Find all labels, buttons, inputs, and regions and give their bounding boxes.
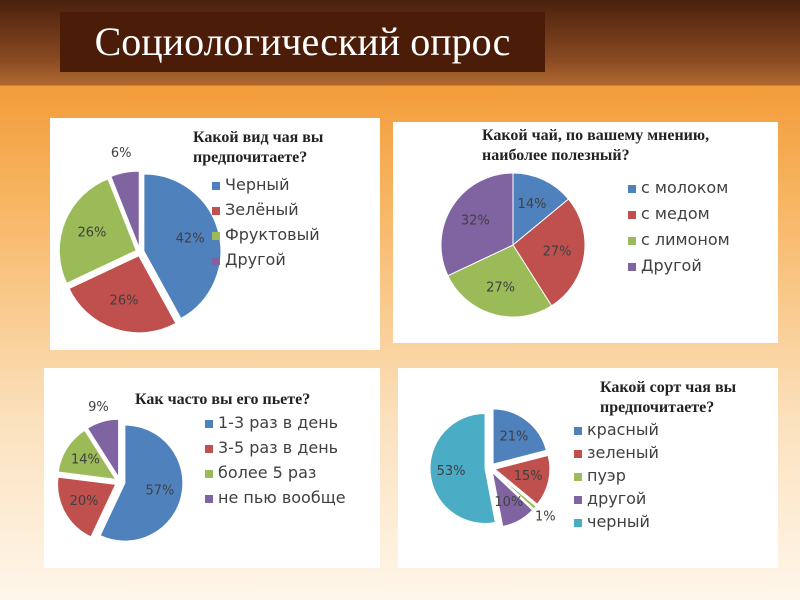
legend-swatch (205, 419, 213, 428)
data-label: 26% (77, 225, 106, 240)
legend-item: Фруктовый (212, 225, 320, 244)
legend-label: Фруктовый (225, 225, 320, 244)
legend-item: красный (574, 420, 659, 439)
data-label: 32% (461, 214, 490, 229)
legend-swatch (574, 449, 582, 458)
pie-slice (57, 476, 117, 538)
chart-title: Какой сорт чая вы предпочитаете? (600, 379, 737, 416)
pie-slice (512, 172, 570, 247)
legend-swatch (212, 181, 220, 190)
data-label: 20% (70, 494, 99, 509)
legend-label: красный (587, 420, 659, 439)
data-label: 27% (543, 244, 572, 259)
legend-swatch (212, 256, 220, 265)
legend-label: с медом (641, 204, 710, 223)
pie-slice (493, 470, 537, 510)
data-label: 53% (437, 464, 466, 479)
legend-swatch (212, 206, 220, 215)
pie-slice (58, 178, 137, 284)
pie-slice (68, 255, 177, 334)
legend-swatch (628, 184, 636, 193)
legend-item: черный (574, 512, 650, 531)
legend-swatch (574, 472, 582, 481)
legend-label: более 5 раз (218, 463, 317, 482)
legend-label: 3-5 раз в день (218, 438, 339, 457)
chart-title: Какой вид чая вы предпочитаете? (193, 129, 324, 166)
data-label: 14% (518, 197, 547, 212)
legend-swatch (574, 518, 582, 527)
pie-slice (492, 408, 547, 465)
legend-item: другой (574, 489, 646, 508)
pie-slice (447, 244, 553, 318)
chart-title: Какой чай, по вашему мнению, наиболее по… (482, 127, 710, 164)
data-label: 42% (176, 232, 205, 247)
legend-swatch (574, 495, 582, 504)
legend-label: Зелёный (225, 200, 299, 219)
legend-item: 1-3 раз в день (205, 413, 338, 432)
chart-title: Как часто вы его пьете? (135, 391, 311, 408)
data-label: 15% (514, 469, 543, 484)
pie-slice (57, 429, 117, 480)
legend-swatch (212, 231, 220, 240)
legend-label: 1-3 раз в день (218, 413, 339, 432)
pie-slice (86, 418, 120, 479)
data-label: 1% (535, 509, 556, 524)
data-label: 27% (486, 280, 515, 295)
data-label: 10% (494, 495, 523, 510)
legend-item: Зелёный (212, 200, 299, 219)
legend-swatch (574, 426, 582, 435)
legend-item: Другой (628, 256, 702, 275)
pie-slice (491, 470, 534, 527)
legend-label: Черный (225, 175, 290, 194)
data-label: 21% (500, 430, 529, 445)
pie-slice (493, 454, 551, 505)
pie-slice (110, 170, 140, 249)
legend-label: Другой (641, 256, 702, 275)
legend-swatch (205, 494, 213, 503)
legend-label: с лимоном (641, 230, 730, 249)
legend-item: Черный (212, 175, 289, 194)
legend-swatch (628, 210, 636, 219)
slide-title: Социологический опрос (60, 12, 545, 72)
legend-item: Другой (212, 250, 286, 269)
legend-item: с молоком (628, 178, 728, 197)
legend-label: с молоком (641, 178, 729, 197)
data-label: 57% (146, 483, 175, 498)
legend-item: зеленый (574, 443, 659, 462)
legend-item: с медом (628, 204, 710, 223)
pie-slice (99, 424, 184, 542)
data-label: 6% (111, 146, 132, 161)
legend-label: Другой (225, 250, 286, 269)
legend-item: не пью вообще (205, 488, 346, 507)
legend-item: 3-5 раз в день (205, 438, 338, 457)
data-label: 9% (88, 400, 109, 415)
legend-label: другой (587, 489, 647, 508)
legend-item: более 5 раз (205, 463, 316, 482)
legend-label: черный (587, 512, 650, 531)
legend-swatch (205, 469, 213, 478)
pie-slice (440, 172, 514, 277)
legend-swatch (628, 262, 636, 271)
legend-label: пуэр (587, 466, 626, 485)
data-label: 26% (110, 294, 139, 309)
legend-item: пуэр (574, 466, 626, 485)
legend-swatch (628, 236, 636, 245)
legend-swatch (205, 444, 213, 453)
pie-slice (512, 198, 586, 307)
legend-item: с лимоном (628, 230, 730, 249)
pie-slice (429, 412, 496, 524)
data-label: 14% (71, 453, 100, 468)
legend-label: не пью вообще (218, 488, 346, 507)
legend-label: зеленый (587, 443, 659, 462)
